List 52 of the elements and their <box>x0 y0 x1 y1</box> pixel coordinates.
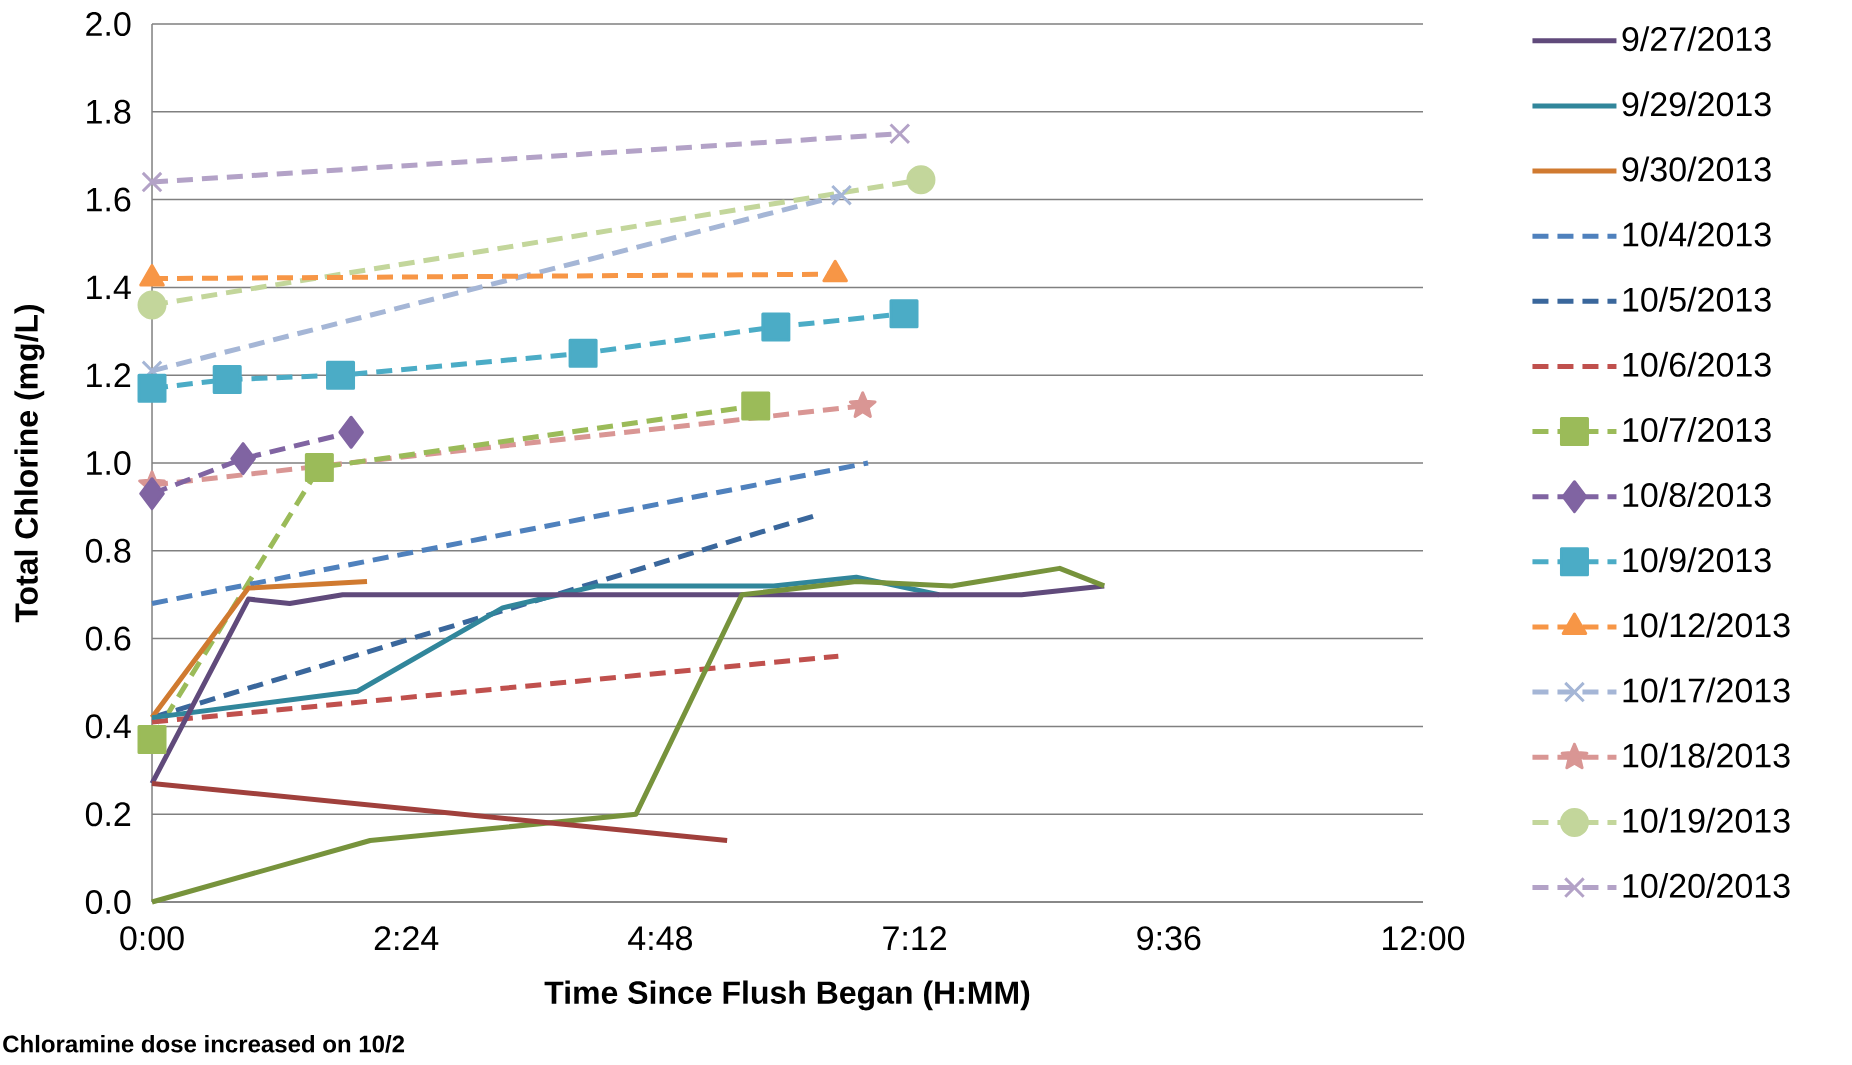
legend-label: 10/5/2013 <box>1623 286 1771 312</box>
point <box>230 442 256 476</box>
text: Chloramine dose increased on 10/2 <box>3 1034 405 1053</box>
legend-label: 10/12/2013 <box>1623 612 1790 638</box>
legend-label: 10/9/2013 <box>1623 547 1771 573</box>
point <box>889 299 919 329</box>
y-tick-label: 1.8 <box>87 99 131 124</box>
legend-label: 10/4/2013 <box>1623 221 1771 247</box>
x-axis-title: Time Since Flush Began (H:MM) <box>544 980 1030 1011</box>
y-tick-label: 0.0 <box>85 889 131 915</box>
point <box>326 360 356 390</box>
x-tick-label: 0:00 <box>120 926 184 951</box>
point <box>212 365 242 395</box>
point <box>137 290 167 320</box>
point <box>848 391 877 418</box>
y-tick-label: 2.0 <box>86 11 131 37</box>
legend-label: 10/20/2013 <box>1623 872 1790 898</box>
point <box>141 171 163 193</box>
point <box>906 165 936 195</box>
point <box>568 338 598 368</box>
legend-label: 10/18/2013 <box>1623 742 1790 768</box>
legend-label: 9/27/2013 <box>1622 26 1771 52</box>
point <box>741 391 771 421</box>
legend-label: 10/8/2013 <box>1623 482 1771 508</box>
legend-label: 10/7/2013 <box>1623 417 1771 442</box>
point <box>830 184 853 206</box>
legend-label: 9/30/2013 <box>1622 156 1771 182</box>
x-tick-label: 2:24 <box>374 926 439 950</box>
y-tick-label: 0.4 <box>85 714 131 739</box>
point <box>139 477 165 511</box>
y-tick-label: 0.2 <box>85 802 131 827</box>
y-tick-label: 0.6 <box>85 626 131 651</box>
x-tick-label: 7:12 <box>883 926 946 950</box>
y-tick-label: 1.6 <box>87 187 131 212</box>
y-axis-title: Total Chlorine (mg/L) <box>14 304 45 623</box>
y-tick-label: 1.4 <box>87 275 131 300</box>
point <box>761 312 791 342</box>
x-tick-label: 9:36 <box>1137 926 1201 951</box>
legend-label: 10/19/2013 <box>1623 807 1790 833</box>
y-tick-label: 1.0 <box>87 450 131 476</box>
x-tick-label: 4:48 <box>628 926 693 951</box>
point <box>137 725 167 755</box>
y-tick-label: 1.2 <box>87 363 131 388</box>
legend-label: 9/29/2013 <box>1622 91 1771 117</box>
legend-label: 10/17/2013 <box>1623 677 1790 703</box>
x-tick-label: 12:00 <box>1383 926 1465 951</box>
y-tick-label: 0.8 <box>85 538 131 563</box>
point <box>338 415 364 449</box>
legend-label: 10/6/2013 <box>1623 351 1771 377</box>
point <box>137 373 167 403</box>
point <box>304 452 334 482</box>
point <box>889 123 911 145</box>
